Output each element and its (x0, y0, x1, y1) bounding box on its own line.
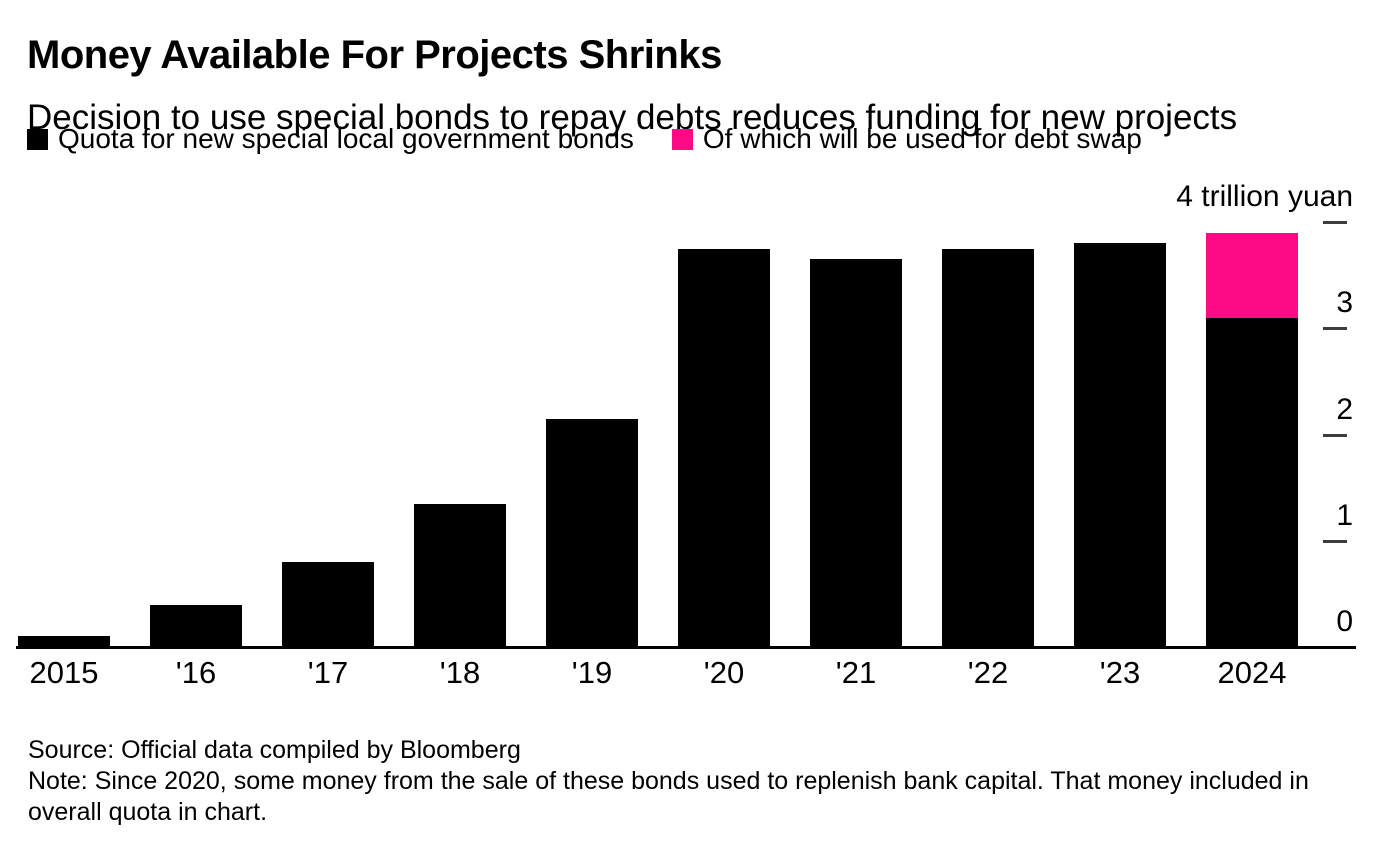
chart-subtitle: Decision to use special bonds to repay d… (27, 98, 1238, 137)
legend-swatch-quota-icon (27, 128, 48, 150)
x-axis-label-18: '18 (439, 655, 481, 690)
plot-area: 4 trillion yuan 3 2 1 0 (0, 180, 1375, 647)
x-axis-line (16, 646, 1356, 649)
legend-item-quota: Quota for new special local government b… (27, 123, 634, 155)
bar-2024-quota-segment (1206, 317, 1298, 647)
y-tick-label-1: 1 (1336, 498, 1353, 532)
y-tick-label-3: 3 (1336, 286, 1353, 320)
chart-footer: Source: Official data compiled by Bloomb… (28, 735, 1323, 828)
bar-20-quota-segment (678, 248, 770, 647)
y-tick-dash-3 (1323, 327, 1347, 331)
legend-item-debt-swap: Of which will be used for debt swap (671, 123, 1142, 155)
chart-title: Money Available For Projects Shrinks (27, 32, 722, 77)
bar-23-quota-segment (1074, 243, 1166, 647)
y-tick-dash-4 (1323, 221, 1347, 224)
x-axis-label-23: '23 (1099, 655, 1141, 690)
bar-19-quota-segment (546, 418, 638, 647)
x-axis-label-2024: 2024 (1217, 655, 1287, 690)
y-tick-label-2: 2 (1336, 392, 1353, 426)
x-axis-label-20: '20 (703, 655, 745, 690)
legend-swatch-debt-swap-icon (671, 128, 693, 150)
source-text: Source: Official data compiled by Bloomb… (28, 736, 521, 764)
x-axis-label-19: '19 (571, 655, 613, 690)
bar-16-quota-segment (150, 604, 242, 647)
x-axis-label-2015: 2015 (29, 655, 99, 690)
y-tick-label-4: 4 trillion yuan (1176, 180, 1353, 213)
x-axis-label-22: '22 (967, 655, 1009, 690)
bar-17-quota-segment (282, 562, 374, 647)
x-axis-label-17: '17 (307, 655, 349, 690)
bar-22-quota-segment (942, 248, 1034, 647)
y-tick-label-0: 0 (1336, 605, 1353, 638)
x-axis-label-16: '16 (175, 655, 217, 690)
bar-21-quota-segment (810, 259, 902, 647)
bar-18-quota-segment (414, 503, 506, 647)
legend-label-quota: Quota for new special local government b… (58, 123, 634, 154)
legend-label-debt-swap: Of which will be used for debt swap (702, 123, 1142, 154)
bar-2024-debt-swap-segment (1206, 232, 1298, 318)
bar-2015-quota-segment (18, 636, 110, 647)
y-tick-dash-1 (1323, 539, 1347, 543)
x-axis-label-21: '21 (835, 655, 877, 690)
y-tick-dash-2 (1323, 433, 1347, 437)
note-text: Note: Since 2020, some money from the sa… (28, 767, 1309, 826)
chart-legend: Quota for new special local government b… (27, 123, 1142, 155)
